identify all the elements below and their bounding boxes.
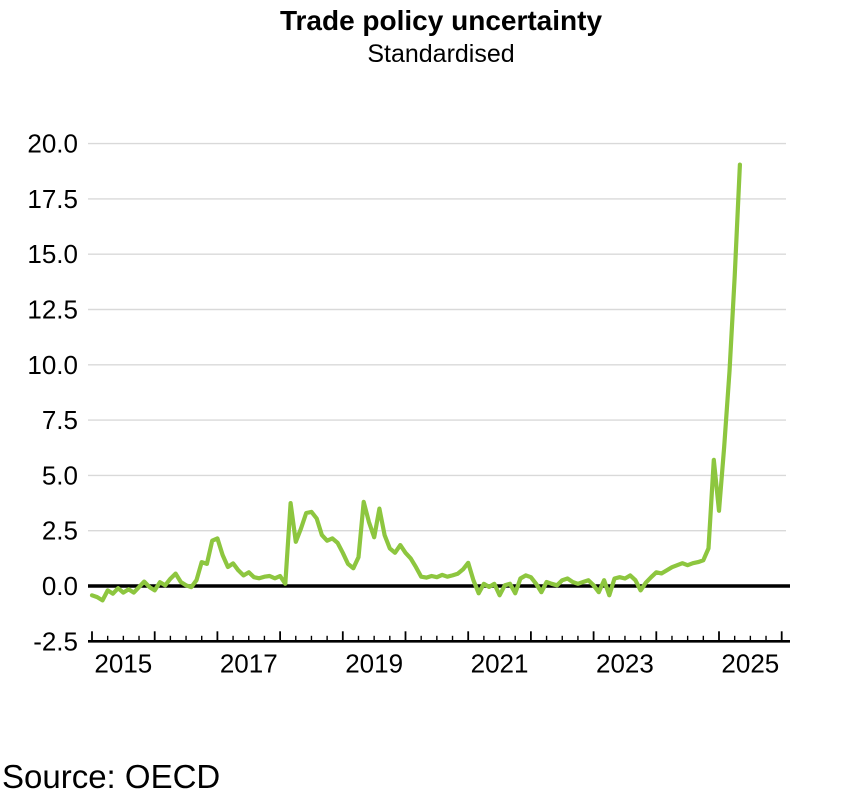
x-tick-label: 2025 — [721, 648, 779, 678]
x-tick-label: 2021 — [471, 648, 529, 678]
y-tick-label: 7.5 — [42, 405, 78, 435]
data-line-trade-policy-uncertainty — [89, 162, 743, 603]
x-tick-label: 2017 — [220, 648, 278, 678]
y-tick-label: 10.0 — [27, 350, 78, 380]
y-tick-label: 2.5 — [42, 516, 78, 546]
y-tick-label: 20.0 — [27, 129, 78, 159]
chart-subtitle: Standardised — [367, 40, 515, 68]
y-tick-label: 15.0 — [27, 239, 78, 269]
source-note: Source: OECD — [2, 758, 221, 795]
y-tick-label: 12.5 — [27, 295, 78, 325]
x-tick-label: 2023 — [596, 648, 654, 678]
x-tick-label: 2015 — [94, 648, 152, 678]
y-tick-label: -2.5 — [33, 626, 78, 656]
y-tick-label: 5.0 — [42, 460, 78, 490]
y-tick-label: 17.5 — [27, 184, 78, 214]
chart-title: Trade policy uncertainty — [279, 5, 603, 36]
x-tick-label: 2019 — [345, 648, 403, 678]
y-tick-label: 0.0 — [42, 571, 78, 601]
chart-plot-area: 20.0 17.5 15.0 12.5 10.0 7.5 5.0 2.5 0.0 -2.5 2015… — [27, 129, 790, 678]
